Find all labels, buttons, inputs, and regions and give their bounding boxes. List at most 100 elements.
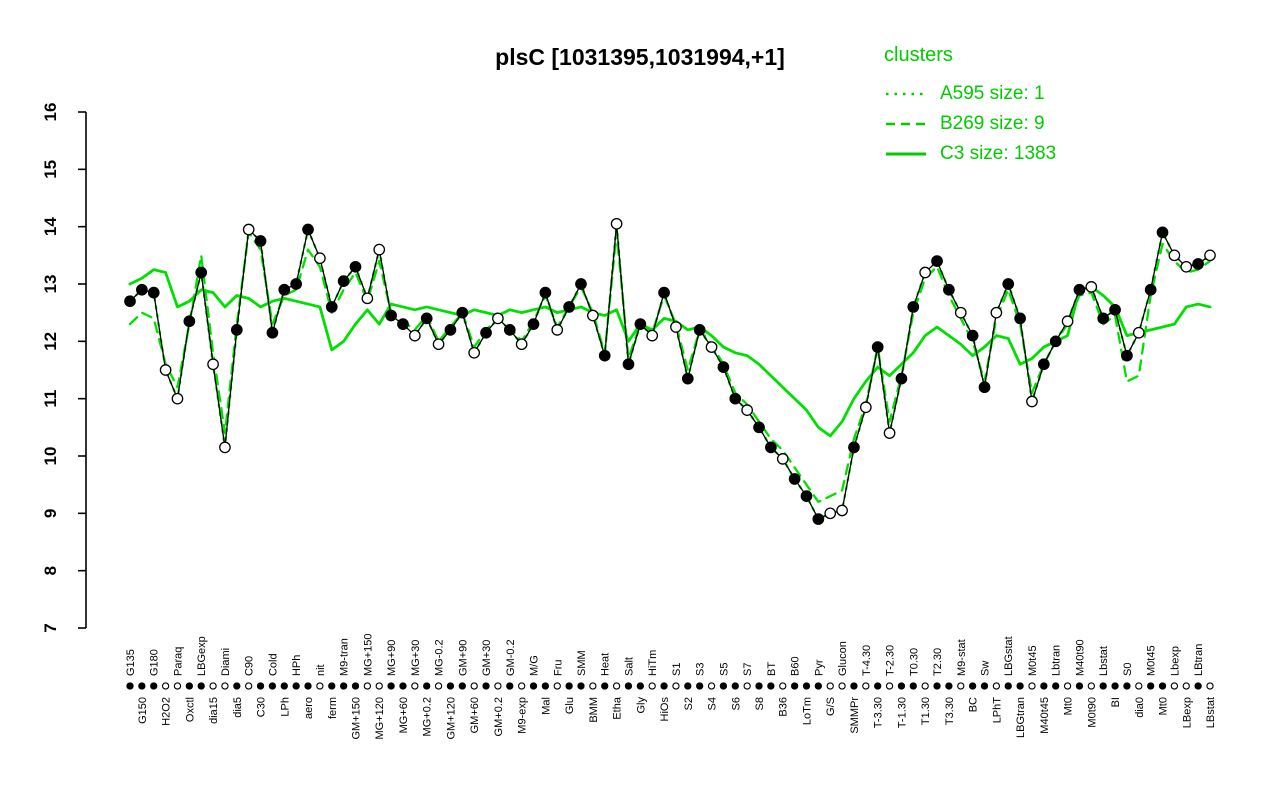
legend-entry-label: C3 size: 1383 [940,143,1057,164]
data-point [658,286,670,299]
cluster-line-C3 [128,268,1212,438]
condition-marker [1123,682,1131,690]
condition-label: G135 [125,649,137,676]
condition-marker [648,682,656,690]
condition-label: SMMPr [849,697,861,734]
condition-marker [173,682,182,690]
data-point [278,283,291,296]
data-point [444,324,457,336]
condition-marker [897,682,906,690]
data-point [646,329,659,342]
data-point [848,441,860,454]
y-tick-label: 14 [41,217,60,236]
condition-label: Lbstat [1098,646,1110,676]
data-point [361,292,374,305]
condition-marker [636,682,644,690]
condition-label: BI [1110,697,1122,707]
condition-marker [933,682,941,690]
condition-label: M40t45 [1039,697,1051,734]
condition-label: nit [315,664,327,676]
chart-title: plsC [1031395,1031994,+1] [495,44,785,70]
condition-marker [494,682,502,690]
data-point [1049,335,1062,348]
condition-marker [1182,682,1190,690]
data-point [598,349,611,362]
data-point [753,421,765,434]
data-point [1204,249,1216,262]
condition-label: GM+60 [469,697,481,733]
condition-label: Paraq [172,647,184,676]
condition-label: M/G [529,655,541,676]
data-point [551,324,564,336]
condition-label: B60 [790,656,802,676]
data-point [515,338,528,351]
data-point [373,243,386,256]
condition-label: T-2.30 [885,645,897,676]
condition-marker [755,682,763,690]
condition-marker [1099,682,1107,690]
data-point [183,315,196,328]
condition-marker [245,682,253,690]
condition-label: LBGstat [1003,636,1015,676]
legend-entry-label: A595 size: 1 [940,83,1045,104]
data-point [171,392,184,405]
y-axis: 7 8 9 10 11 12 13 14 15 16 [41,103,87,633]
data-point [503,324,516,336]
data-point [337,275,350,287]
condition-marker [684,682,692,690]
condition-marker [292,682,300,690]
condition-marker [779,682,787,690]
condition-label: T-3.30 [873,697,885,728]
condition-marker [790,682,799,690]
solid-line-icon [886,152,926,156]
data-point [907,301,920,313]
condition-label: B36 [778,697,790,717]
condition-marker [339,682,348,690]
condition-label: M0t45 [1027,645,1039,676]
condition-label: dia5 [232,697,244,718]
condition-label: T-1.30 [896,697,908,728]
data-point [610,217,623,230]
y-tick-label: 13 [41,275,60,294]
data-point [705,341,718,353]
data-point [670,321,682,333]
condition-marker [838,682,846,690]
condition-label: GM+0.2 [493,697,505,736]
condition-label: Mt0 [1158,697,1170,715]
condition-marker [268,682,277,690]
condition-label: S3 [695,663,707,676]
condition-label: MG+150 [362,634,374,677]
data-point [919,266,932,279]
data-point [325,301,338,313]
condition-marker [482,682,490,690]
data-point [159,364,172,376]
condition-marker [1158,682,1167,690]
condition-marker [351,682,360,690]
condition-label: MG+120 [374,697,386,740]
data-point [741,404,753,416]
y-tick-label: 15 [41,160,60,179]
condition-marker [719,682,728,690]
y-tick-label: 12 [41,332,60,351]
condition-label: dia15 [208,697,220,724]
condition-label: C30 [256,697,268,717]
condition-label: dia0 [1134,697,1146,718]
data-point [693,324,706,336]
condition-marker [209,682,217,690]
data-point [1073,283,1086,296]
condition-label: GM+120 [445,697,457,740]
condition-marker [150,682,158,690]
condition-label: BT [766,662,778,676]
data-point [1180,260,1193,273]
legend-title: clusters [884,44,953,66]
condition-label: LBexp [1181,697,1193,728]
condition-marker [185,682,193,690]
cluster-line-A595 [128,222,1212,521]
condition-marker [458,682,466,690]
condition-marker [1206,682,1214,690]
condition-marker [826,682,834,690]
data-point [765,441,777,454]
data-point [230,324,243,336]
condition-marker [862,682,870,690]
